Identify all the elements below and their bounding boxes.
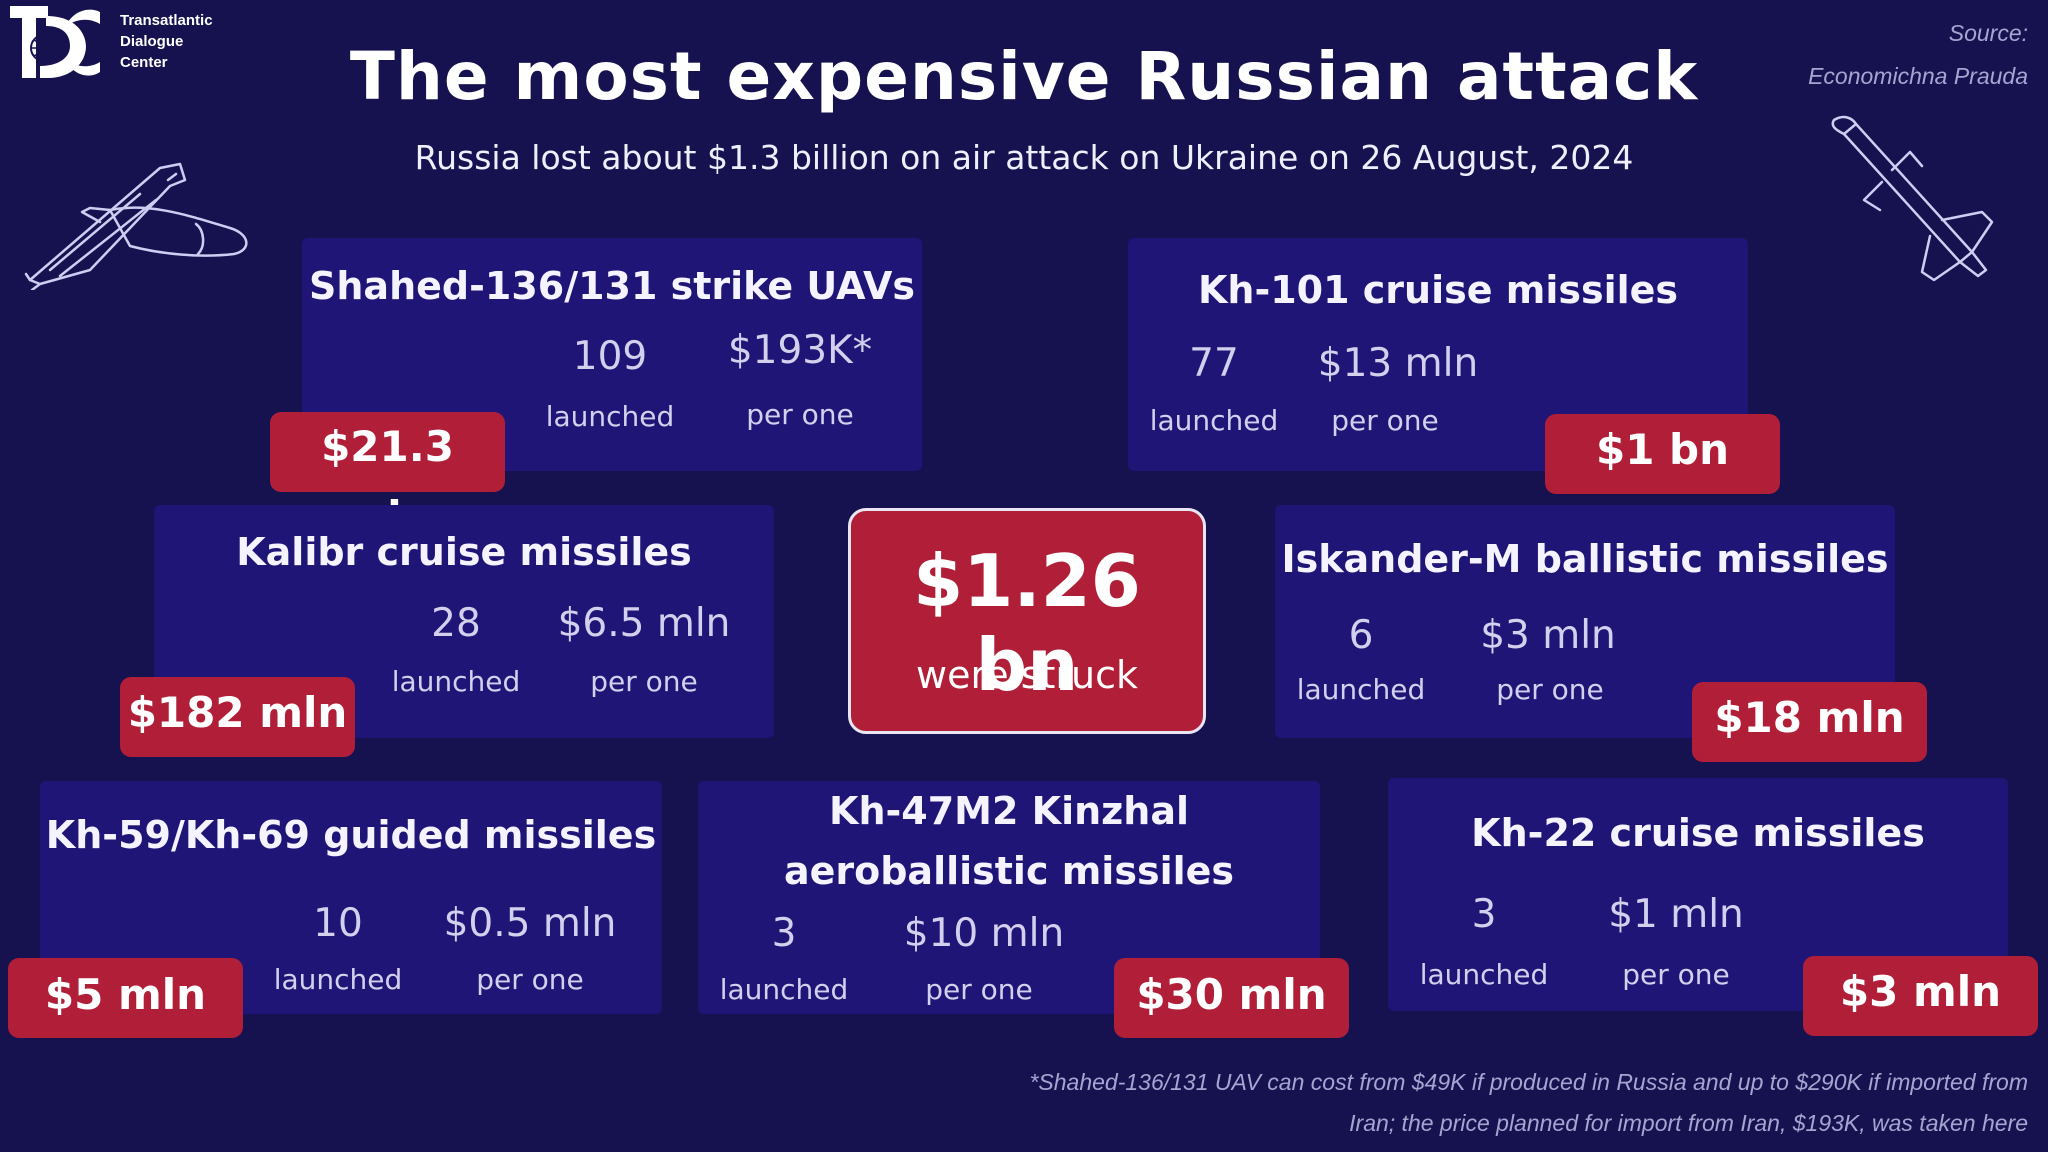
launched-count: 3 <box>1471 892 1497 937</box>
unit-price-label: per one <box>1331 404 1439 437</box>
unit-price: $13 mln <box>1317 341 1479 386</box>
launched-count: 77 <box>1189 341 1239 386</box>
unit-price-label: per one <box>476 963 584 996</box>
launched-label: launched <box>273 963 403 996</box>
footnote: *Shahed-136/131 UAV can cost from $49K i… <box>1029 1062 2028 1144</box>
logo-line-2: Dialogue <box>120 33 184 50</box>
page-title: The most expensive Russian attack <box>349 38 1699 115</box>
card-title: Kh-22 cruise missiles <box>1471 811 1925 855</box>
total-struck-value: $1.26 bn <box>913 539 1141 707</box>
card-kalibr: Kalibr cruise missiles 28 launched $6.5 … <box>154 505 774 738</box>
source-name: Economichna Prauda <box>1808 63 2028 89</box>
unit-price: $193K* <box>727 328 873 373</box>
card-title: Kh-59/Kh-69 guided missiles <box>45 813 657 857</box>
launched-label: launched <box>1149 404 1279 437</box>
card-title: Iskander-M ballistic missiles <box>1281 537 1889 581</box>
launched-label: launched <box>391 665 521 698</box>
launched-label: launched <box>1296 673 1426 706</box>
card-title-line-2: aeroballistic missiles <box>783 849 1235 893</box>
card-kh22: Kh-22 cruise missiles 3 launched $1 mln … <box>1388 778 2008 1011</box>
launched-count: 3 <box>771 911 797 956</box>
source-label: Source: <box>1948 20 2028 46</box>
launched-count: 109 <box>572 334 648 379</box>
launched-label: launched <box>545 400 675 433</box>
total-badge-shahed: $21.3 mln <box>270 412 505 541</box>
unit-price-label: per one <box>746 398 854 431</box>
total-badge-kh22: $3 mln <box>1803 956 2038 1036</box>
card-title: Kh-101 cruise missiles <box>1197 268 1679 312</box>
launched-count: 6 <box>1348 613 1374 658</box>
logo-line-3: Center <box>120 54 168 71</box>
footnote-line-2: Iran; the price planned for import from … <box>1349 1110 2028 1136</box>
total-badge-iskander: $18 mln <box>1692 682 1927 762</box>
cruise-missile-icon <box>1831 115 1994 282</box>
page-subtitle: Russia lost about $1.3 billion on air at… <box>414 138 1634 177</box>
total-badge-kalibr: $182 mln <box>120 677 355 757</box>
unit-price-label: per one <box>1622 958 1730 991</box>
total-badge-kh59: $5 mln <box>8 958 243 1038</box>
tdc-logo <box>10 6 100 78</box>
source-note: Source: Economichna Prauda <box>1808 12 2028 98</box>
footnote-line-1: *Shahed-136/131 UAV can cost from $49K i… <box>1029 1069 2028 1095</box>
card-title: Kalibr cruise missiles <box>236 530 692 574</box>
unit-price: $1 mln <box>1608 892 1744 937</box>
total-struck-label: were struck <box>915 653 1138 697</box>
unit-price-label: per one <box>590 665 698 698</box>
card-title-line-1: Kh-47M2 Kinzhal <box>829 789 1189 833</box>
unit-price: $3 mln <box>1480 613 1616 658</box>
launched-count: 28 <box>431 601 481 646</box>
total-badge-kh101: $1 bn <box>1545 414 1780 494</box>
total-struck-box: $1.26 bn were struck <box>848 508 1206 734</box>
launched-count: 10 <box>313 901 363 946</box>
launched-label: launched <box>1419 958 1549 991</box>
unit-price-label: per one <box>925 973 1033 1006</box>
launched-label: launched <box>719 973 849 1006</box>
logo-line-1: Transatlantic <box>120 12 213 29</box>
card-kinzhal: Kh-47M2 Kinzhal aeroballistic missiles 3… <box>698 781 1320 1014</box>
shahed-drone-icon <box>24 162 248 290</box>
unit-price: $6.5 mln <box>557 601 731 646</box>
unit-price-label: per one <box>1496 673 1604 706</box>
total-badge-kinzhal: $30 mln <box>1114 958 1349 1038</box>
card-title: Shahed-136/131 strike UAVs <box>309 264 915 308</box>
logo-text: Transatlantic Dialogue Center <box>120 10 213 73</box>
unit-price: $10 mln <box>903 911 1065 956</box>
unit-price: $0.5 mln <box>443 901 617 946</box>
